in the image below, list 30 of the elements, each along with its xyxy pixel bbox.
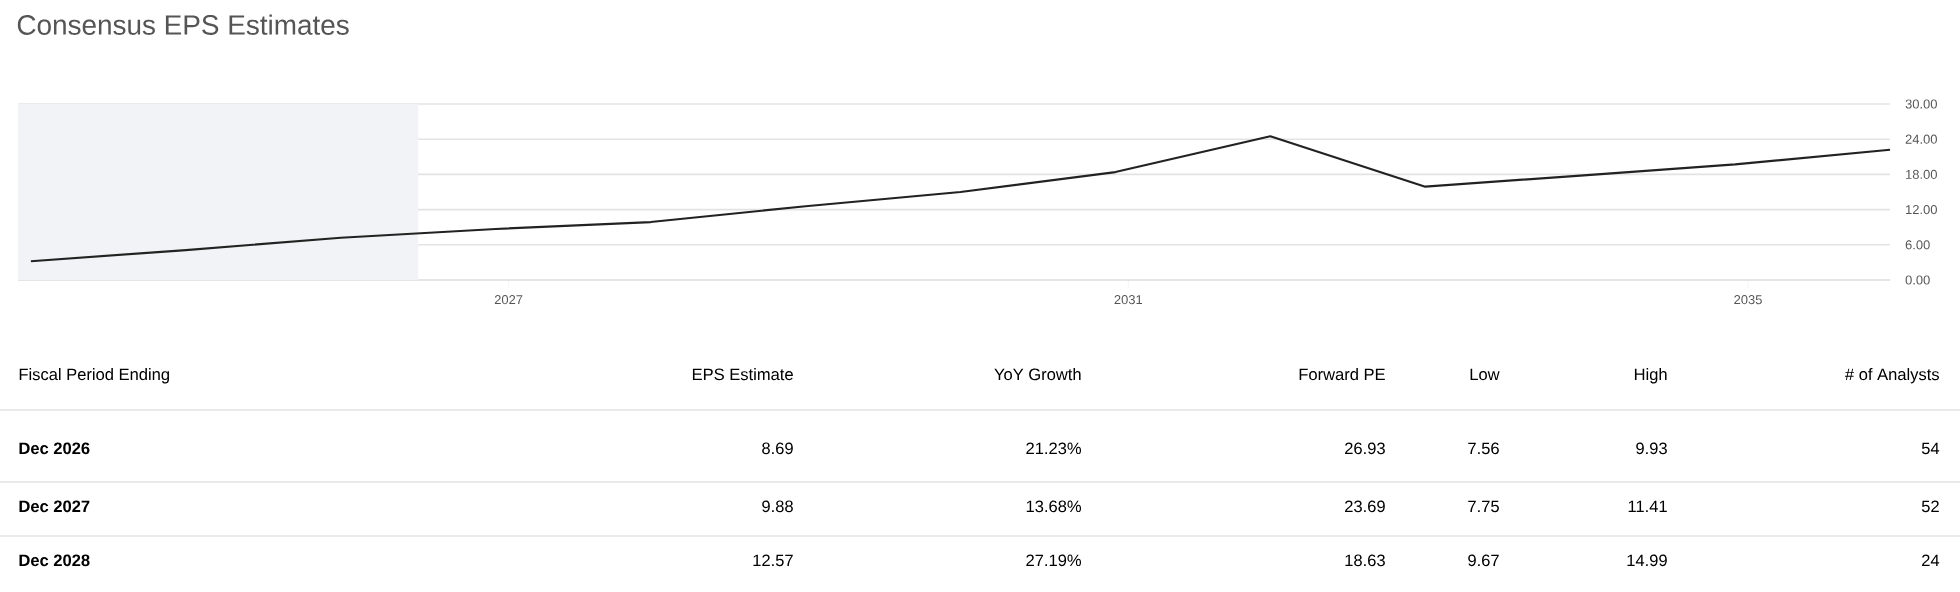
text: YoY Growth [994, 368, 1081, 381]
chart-title: Consensus EPS Estimates [17, 14, 349, 35]
text: 54 [1921, 442, 1940, 455]
text: 13.68% [1026, 500, 1082, 513]
text: 9.67 [1468, 554, 1499, 567]
text: 21.23% [1026, 442, 1082, 455]
text: 24 [1922, 554, 1940, 566]
text: Dec 2028 [19, 554, 90, 567]
text: High [1634, 368, 1667, 384]
text: 27.19% [1026, 554, 1082, 567]
text: 7.56 [1468, 442, 1499, 455]
text: EPS Estimate [692, 368, 793, 381]
line-series [29, 135, 1892, 263]
text: 7.75 [1468, 500, 1499, 513]
text: 14.99 [1627, 554, 1667, 567]
text: Forward PE [1299, 368, 1385, 381]
text: # of Analysts [1844, 368, 1939, 384]
text: Dec 2026 [19, 442, 90, 455]
text: 18.63 [1345, 554, 1385, 567]
text: 11.41 [1628, 500, 1667, 512]
text: 52 [1921, 500, 1939, 513]
text: Low [1470, 368, 1500, 381]
text: 9.88 [762, 500, 793, 513]
text: 12.57 [753, 554, 793, 567]
text: 23.69 [1345, 500, 1385, 513]
text: 8.69 [762, 442, 793, 455]
text: 9.93 [1636, 442, 1667, 455]
text: Dec 2027 [19, 500, 90, 513]
text: 26.93 [1345, 442, 1385, 455]
text: Fiscal Period Ending [19, 368, 169, 384]
